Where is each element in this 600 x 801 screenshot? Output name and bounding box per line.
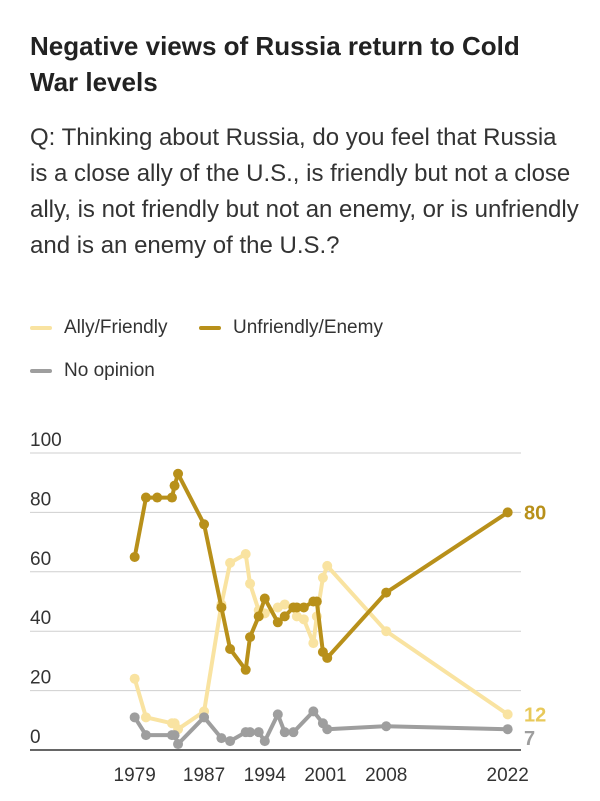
data-point-enemy-10 [245, 632, 256, 643]
data-point-enemy-4 [169, 480, 180, 491]
data-point-enemy-14 [279, 611, 290, 622]
x-tick-label-2008: 2008 [365, 765, 407, 786]
chart-title: Negative views of Russia return to Cold … [30, 31, 520, 97]
data-point-enemy-13 [272, 617, 283, 628]
legend-swatch-ally [30, 326, 52, 330]
legend-label-no-opinion: No opinion [64, 360, 155, 381]
legend-label-ally: Ally/Friendly [64, 317, 168, 338]
data-point-none-19 [502, 724, 513, 735]
data-point-enemy-0 [129, 551, 140, 562]
data-point-ally-13 [279, 599, 290, 610]
data-point-ally-7 [225, 557, 236, 568]
data-point-enemy-19 [311, 596, 322, 607]
y-tick-label-100: 100 [30, 430, 62, 451]
data-point-enemy-2 [152, 492, 163, 503]
data-point-enemy-21 [322, 652, 333, 663]
data-point-ally-20 [322, 560, 333, 571]
data-point-ally-8 [240, 548, 251, 559]
data-point-none-10 [253, 727, 264, 738]
survey-question: Q: Thinking about Russia, do you feel th… [30, 124, 579, 259]
x-tick-label-1979: 1979 [114, 765, 156, 786]
data-point-enemy-23 [502, 507, 513, 518]
data-point-none-11 [259, 736, 270, 747]
data-point-none-17 [322, 724, 333, 735]
data-point-none-7 [225, 736, 236, 747]
data-point-none-1 [140, 730, 151, 741]
data-point-none-0 [129, 712, 140, 723]
data-point-enemy-1 [140, 492, 151, 503]
data-point-none-12 [272, 709, 283, 720]
data-point-none-14 [288, 727, 299, 738]
data-point-enemy-7 [216, 602, 227, 613]
legend-item-enemy: Unfriendly/Enemy [199, 317, 383, 339]
legend-swatch-enemy [199, 326, 221, 330]
data-point-enemy-12 [259, 593, 270, 604]
data-point-ally-22 [502, 709, 513, 720]
legend-item-no-opinion: No opinion [30, 360, 155, 382]
x-tick-label-2001: 2001 [304, 765, 346, 786]
y-tick-label-60: 60 [30, 549, 51, 570]
data-point-none-13 [279, 727, 290, 738]
data-point-enemy-11 [253, 611, 264, 622]
data-point-enemy-6 [199, 519, 210, 530]
data-point-ally-0 [129, 673, 140, 684]
legend-label-enemy: Unfriendly/Enemy [233, 317, 383, 338]
data-point-enemy-5 [173, 468, 184, 479]
data-point-enemy-16 [291, 602, 302, 613]
x-tick-label-1994: 1994 [244, 765, 287, 786]
data-point-enemy-8 [225, 644, 236, 655]
data-point-none-5 [199, 712, 210, 723]
data-point-ally-19 [317, 572, 328, 583]
data-point-none-3 [169, 730, 180, 741]
data-point-none-15 [308, 706, 319, 717]
data-point-none-18 [381, 721, 392, 732]
legend-swatch-no-opinion [30, 369, 52, 373]
data-point-none-6 [216, 733, 227, 744]
end-label-ally: 12 [524, 704, 546, 726]
end-label-none: 7 [524, 728, 535, 750]
x-tick-label-1987: 1987 [183, 765, 225, 786]
data-point-enemy-9 [240, 664, 251, 675]
data-point-ally-17 [308, 638, 319, 649]
data-point-ally-16 [298, 614, 309, 625]
x-tick-label-2022: 2022 [487, 765, 529, 786]
data-point-none-4 [173, 739, 184, 750]
end-label-enemy: 80 [524, 502, 546, 524]
data-point-enemy-17 [298, 602, 309, 613]
legend-item-ally: Ally/Friendly [30, 317, 167, 339]
y-tick-label-20: 20 [30, 668, 51, 689]
data-point-ally-9 [245, 578, 256, 589]
data-point-enemy-3 [166, 492, 177, 503]
y-tick-label-40: 40 [30, 608, 51, 629]
data-point-none-9 [245, 727, 256, 738]
data-point-ally-1 [140, 712, 151, 723]
y-tick-label-80: 80 [30, 489, 51, 510]
data-point-ally-21 [381, 626, 392, 637]
y-tick-label-0: 0 [30, 727, 41, 748]
data-point-enemy-22 [381, 587, 392, 598]
